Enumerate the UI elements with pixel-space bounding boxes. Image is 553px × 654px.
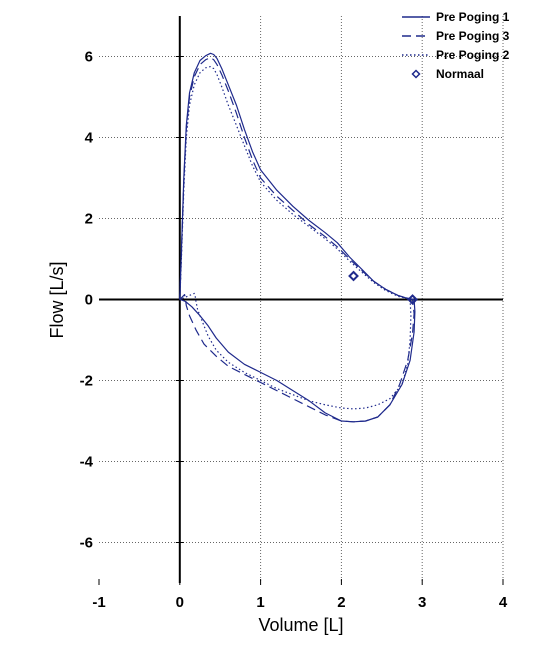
x-tick-label-0: -1	[92, 594, 105, 611]
x-tick-label-5: 4	[499, 594, 508, 611]
legend-label-2: Pre Poging 2	[436, 48, 510, 62]
legend-swatch-normaal	[411, 69, 421, 79]
series-layer	[179, 52, 418, 423]
legend: Pre Poging 1 Pre Poging 3 Pre Poging 2 Norm…	[402, 10, 510, 81]
y-tick-label-0: -6	[80, 535, 93, 552]
y-tick-label-6: 6	[85, 49, 93, 66]
legend-label-1: Pre Poging 3	[436, 29, 510, 43]
x-tick-label-2: 1	[256, 594, 264, 611]
x-tick-label-4: 3	[418, 594, 426, 611]
y-axis-title: Flow [L/s]	[47, 261, 67, 338]
grid-lines	[99, 16, 504, 583]
y-tick-label-3: 0	[85, 292, 93, 309]
y-tick-label-4: 2	[85, 211, 93, 228]
series-line-pre-poging-1	[179, 52, 416, 423]
x-tick-label-3: 2	[337, 594, 345, 611]
y-tick-label-5: 4	[85, 130, 94, 147]
legend-label-0: Pre Poging 1	[436, 10, 510, 24]
series-line-pre-poging-2	[179, 65, 412, 410]
y-tick-label-2: -2	[80, 373, 93, 390]
normaal-marker-1	[407, 294, 418, 305]
tick-labels: -1 0 1 2 3 4 -6 -4 -2 0 2 4 6	[80, 49, 508, 612]
axes	[98, 16, 504, 585]
legend-label-3: Normaal	[436, 67, 484, 81]
x-tick-label-1: 0	[176, 594, 184, 611]
x-axis-title: Volume [L]	[258, 615, 343, 635]
normaal-marker-0	[348, 270, 359, 282]
y-tick-label-1: -4	[80, 454, 94, 471]
series-line-pre-poging-3	[179, 57, 415, 423]
